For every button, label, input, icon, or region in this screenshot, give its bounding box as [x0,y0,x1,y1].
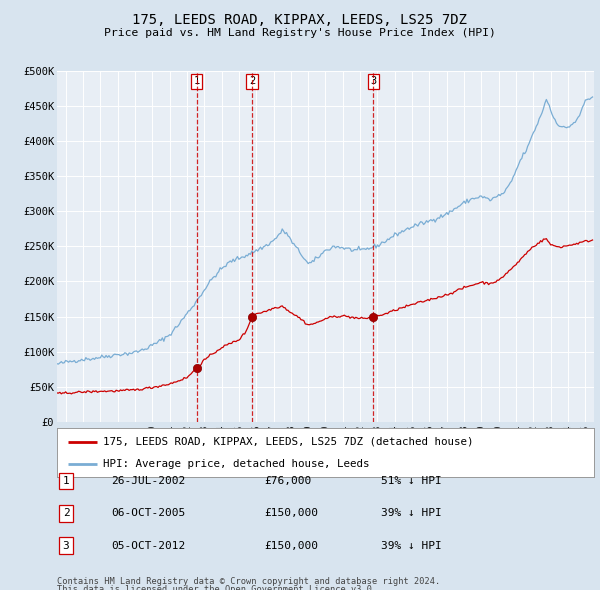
Text: HPI: Average price, detached house, Leeds: HPI: Average price, detached house, Leed… [103,459,369,469]
Text: 2: 2 [249,77,255,86]
Text: £76,000: £76,000 [264,476,311,486]
Text: 2: 2 [62,509,70,518]
Text: 06-OCT-2005: 06-OCT-2005 [111,509,185,518]
Text: 39% ↓ HPI: 39% ↓ HPI [381,509,442,518]
Text: 175, LEEDS ROAD, KIPPAX, LEEDS, LS25 7DZ (detached house): 175, LEEDS ROAD, KIPPAX, LEEDS, LS25 7DZ… [103,437,473,447]
Text: 3: 3 [370,77,376,86]
Text: 39% ↓ HPI: 39% ↓ HPI [381,541,442,550]
Text: 175, LEEDS ROAD, KIPPAX, LEEDS, LS25 7DZ: 175, LEEDS ROAD, KIPPAX, LEEDS, LS25 7DZ [133,13,467,27]
Text: 1: 1 [62,476,70,486]
Text: 05-OCT-2012: 05-OCT-2012 [111,541,185,550]
Text: 3: 3 [62,541,70,550]
Text: Contains HM Land Registry data © Crown copyright and database right 2024.: Contains HM Land Registry data © Crown c… [57,577,440,586]
Text: 26-JUL-2002: 26-JUL-2002 [111,476,185,486]
Text: £150,000: £150,000 [264,541,318,550]
Text: 51% ↓ HPI: 51% ↓ HPI [381,476,442,486]
Text: This data is licensed under the Open Government Licence v3.0.: This data is licensed under the Open Gov… [57,585,377,590]
Text: £150,000: £150,000 [264,509,318,518]
Text: 1: 1 [193,77,200,86]
Text: Price paid vs. HM Land Registry's House Price Index (HPI): Price paid vs. HM Land Registry's House … [104,28,496,38]
